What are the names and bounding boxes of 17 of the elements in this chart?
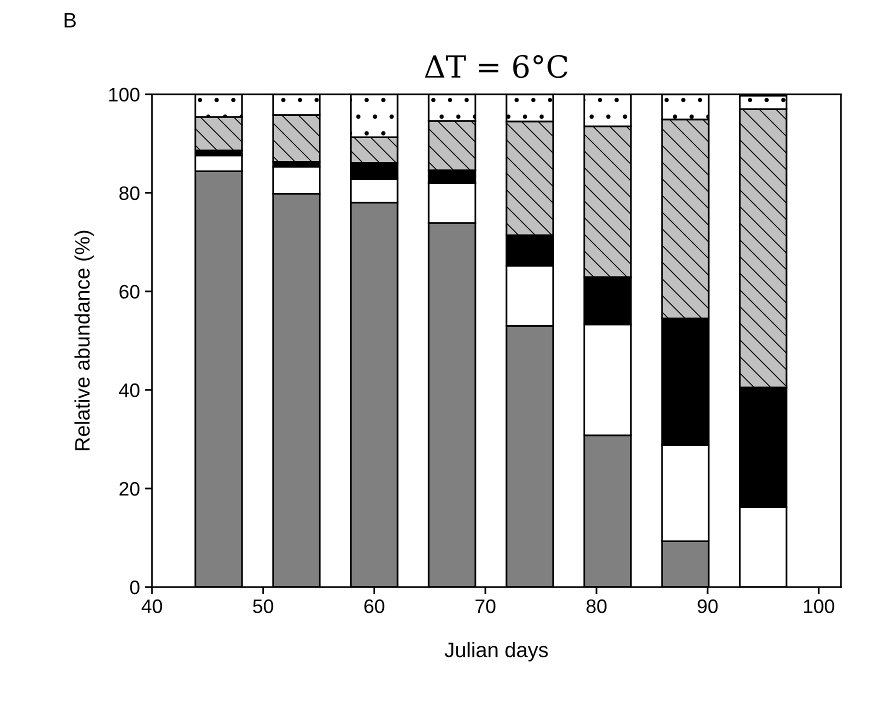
x-tick-label: 80 — [586, 599, 607, 614]
x-tick-label: 70 — [476, 599, 496, 614]
y-tick-label: 20 — [120, 482, 140, 496]
y-tick-label: 40 — [119, 383, 140, 398]
x-tick-label: 100 — [804, 599, 834, 614]
x-axis-title: Julian days — [444, 642, 548, 662]
y-axis-title: Relative abundance (%) — [74, 230, 94, 450]
y-tick-label: 60 — [120, 284, 140, 299]
x-tick-label: 40 — [142, 599, 162, 614]
y-tick-label: 80 — [119, 186, 140, 200]
x-tick-label: 60 — [364, 599, 384, 614]
chart-title: ΔT = 6°C — [424, 54, 568, 78]
y-tick-label: 0 — [130, 580, 140, 594]
y-tick-label: 100 — [109, 88, 140, 102]
x-tick-label: 90 — [698, 599, 718, 614]
text: B — [64, 13, 76, 28]
x-tick-label: 50 — [253, 599, 274, 614]
